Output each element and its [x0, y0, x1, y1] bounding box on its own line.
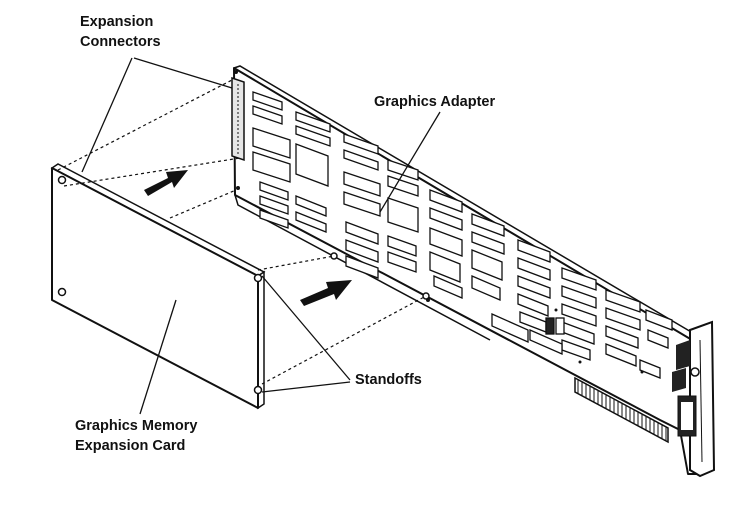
- expansion-connectors-label: Expansion Connectors: [80, 12, 161, 52]
- memory-card-label-line-2: Expansion Card: [75, 438, 186, 454]
- insertion-arrow-upper: [144, 170, 188, 196]
- adapter-chips: [252, 91, 673, 379]
- adapter-lower-connectors: [491, 312, 565, 355]
- adapter-small-parts: [234, 70, 644, 374]
- mounting-bracket: [672, 320, 716, 478]
- graphics-adapter-board: [231, 65, 716, 478]
- expansion-connectors-label-line-1: Expansion: [80, 14, 154, 30]
- insertion-arrow-lower: [300, 280, 352, 306]
- standoffs-label: Standoffs: [355, 370, 422, 390]
- leader-lines: [81, 57, 441, 415]
- memory-card-label-line-1: Graphics Memory: [75, 418, 198, 434]
- graphics-adapter-label: Graphics Adapter: [374, 92, 495, 112]
- alignment-lines: [57, 79, 427, 385]
- edge-connector: [574, 376, 669, 444]
- standoffs-label-text: Standoffs: [355, 372, 422, 388]
- graphics-memory-expansion-card-label: Graphics Memory Expansion Card: [75, 416, 198, 456]
- graphics-adapter-label-text: Graphics Adapter: [374, 94, 496, 110]
- expansion-connectors-label-line-2: Connectors: [80, 34, 161, 50]
- expansion-connector-top: [231, 76, 245, 162]
- graphics-memory-expansion-card: [50, 163, 266, 410]
